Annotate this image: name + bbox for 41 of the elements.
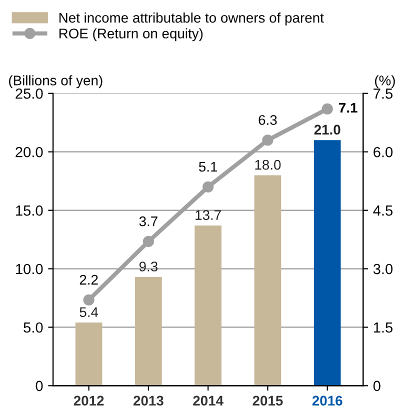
- y2-tick-label: 3.0: [373, 264, 393, 274]
- y-tick-label: 25.0: [16, 88, 43, 99]
- bar: [314, 140, 341, 386]
- y-tick-label: 20.0: [16, 146, 43, 158]
- data-label: 21.0: [314, 124, 340, 135]
- y2-tick-label: 4.5: [373, 206, 393, 216]
- y2-tick-label: 0: [373, 380, 380, 392]
- y-tick-label: 10.0: [16, 264, 43, 274]
- point: [322, 103, 333, 115]
- data-label: 9.3: [139, 262, 158, 272]
- y-tick-label: 0: [36, 380, 43, 392]
- x-tick-label: 2014: [193, 396, 224, 406]
- point: [83, 294, 94, 306]
- data-label: 6.3: [258, 115, 277, 125]
- legend-label: ROE (Return on equity): [59, 28, 203, 42]
- data-label: 7.1: [339, 103, 358, 113]
- data-label: 5.4: [80, 307, 98, 318]
- y2-tick-label: 1.5: [374, 322, 393, 333]
- data-label: 5.1: [198, 162, 218, 172]
- y2-tick-label: 6.0: [374, 146, 393, 158]
- x-tick-label: 2012: [74, 396, 104, 406]
- point: [202, 181, 214, 192]
- data-label: 18.0: [255, 160, 281, 170]
- x-tick-label: 2016: [312, 396, 342, 406]
- bar: [135, 276, 162, 386]
- data-label: 2.2: [80, 274, 98, 285]
- point: [142, 236, 154, 248]
- y-axis-title: (Billions of yen): [9, 75, 102, 88]
- y2-tick-label: 7.5: [374, 88, 393, 99]
- legend-label: Net income attributable to owners of parent: [59, 12, 324, 26]
- x-tick-label: 2015: [252, 396, 283, 406]
- y-tick-label: 5.0: [24, 322, 43, 333]
- bar: [75, 322, 102, 386]
- y2-axis-title: (%): [375, 75, 395, 88]
- data-label: 3.7: [139, 216, 158, 226]
- bar: [194, 226, 222, 386]
- x-tick-label: 2013: [133, 396, 164, 406]
- y-tick-label: 15.0: [16, 205, 43, 216]
- data-label: 13.7: [196, 210, 221, 220]
- bar: [254, 175, 282, 386]
- point: [262, 134, 274, 146]
